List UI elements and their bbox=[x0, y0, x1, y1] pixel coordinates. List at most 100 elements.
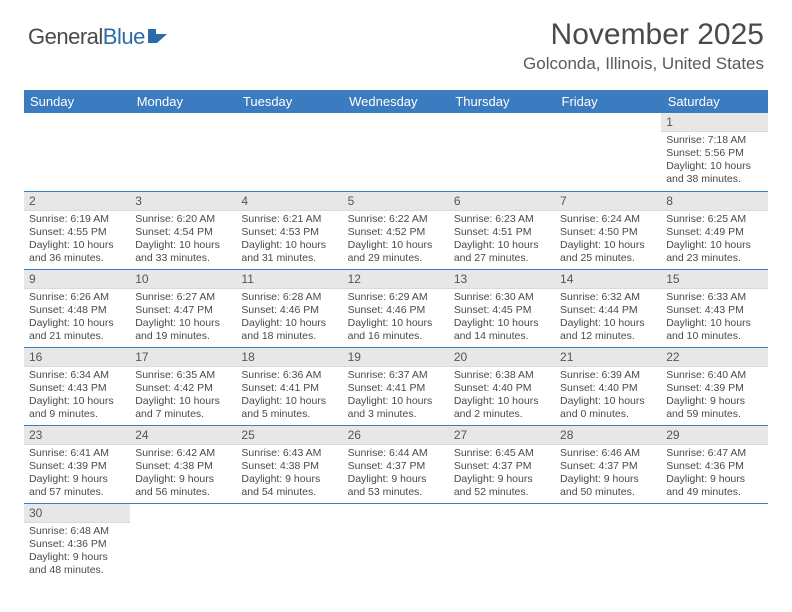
day-number: 2 bbox=[24, 192, 130, 211]
daylight-line: Daylight: 9 hours and 57 minutes. bbox=[29, 473, 125, 499]
daylight-line: Daylight: 9 hours and 56 minutes. bbox=[135, 473, 231, 499]
day-number: 28 bbox=[555, 426, 661, 445]
day-details: Sunrise: 6:22 AMSunset: 4:52 PMDaylight:… bbox=[343, 211, 449, 269]
day-details: Sunrise: 6:33 AMSunset: 4:43 PMDaylight:… bbox=[661, 289, 767, 347]
sunrise-line: Sunrise: 6:26 AM bbox=[29, 291, 125, 304]
calendar-cell: 15Sunrise: 6:33 AMSunset: 4:43 PMDayligh… bbox=[661, 269, 767, 347]
day-number: 15 bbox=[661, 270, 767, 289]
day-number: 19 bbox=[343, 348, 449, 367]
sunset-line: Sunset: 4:38 PM bbox=[135, 460, 231, 473]
sunrise-line: Sunrise: 6:41 AM bbox=[29, 447, 125, 460]
calendar-cell: 24Sunrise: 6:42 AMSunset: 4:38 PMDayligh… bbox=[130, 425, 236, 503]
calendar-cell: 28Sunrise: 6:46 AMSunset: 4:37 PMDayligh… bbox=[555, 425, 661, 503]
calendar-cell: 25Sunrise: 6:43 AMSunset: 4:38 PMDayligh… bbox=[236, 425, 342, 503]
day-details: Sunrise: 6:27 AMSunset: 4:47 PMDaylight:… bbox=[130, 289, 236, 347]
sunset-line: Sunset: 4:42 PM bbox=[135, 382, 231, 395]
day-number: 17 bbox=[130, 348, 236, 367]
daylight-line: Daylight: 10 hours and 29 minutes. bbox=[348, 239, 444, 265]
daylight-line: Daylight: 10 hours and 9 minutes. bbox=[29, 395, 125, 421]
day-number: 25 bbox=[236, 426, 342, 445]
sunset-line: Sunset: 4:41 PM bbox=[241, 382, 337, 395]
calendar-cell: 5Sunrise: 6:22 AMSunset: 4:52 PMDaylight… bbox=[343, 191, 449, 269]
day-number: 21 bbox=[555, 348, 661, 367]
weekday-header: Monday bbox=[130, 90, 236, 113]
calendar-cell: 19Sunrise: 6:37 AMSunset: 4:41 PMDayligh… bbox=[343, 347, 449, 425]
sunrise-line: Sunrise: 6:22 AM bbox=[348, 213, 444, 226]
calendar-cell: 4Sunrise: 6:21 AMSunset: 4:53 PMDaylight… bbox=[236, 191, 342, 269]
weekday-header: Saturday bbox=[661, 90, 767, 113]
sunrise-line: Sunrise: 6:40 AM bbox=[666, 369, 762, 382]
calendar-cell: 17Sunrise: 6:35 AMSunset: 4:42 PMDayligh… bbox=[130, 347, 236, 425]
day-number: 11 bbox=[236, 270, 342, 289]
day-details: Sunrise: 6:24 AMSunset: 4:50 PMDaylight:… bbox=[555, 211, 661, 269]
day-number: 13 bbox=[449, 270, 555, 289]
brand-blue-text: Blue bbox=[103, 24, 145, 49]
day-details: Sunrise: 6:37 AMSunset: 4:41 PMDaylight:… bbox=[343, 367, 449, 425]
sunset-line: Sunset: 4:43 PM bbox=[29, 382, 125, 395]
sunset-line: Sunset: 4:41 PM bbox=[348, 382, 444, 395]
calendar-cell bbox=[449, 503, 555, 581]
day-details: Sunrise: 6:40 AMSunset: 4:39 PMDaylight:… bbox=[661, 367, 767, 425]
sunrise-line: Sunrise: 6:21 AM bbox=[241, 213, 337, 226]
sunset-line: Sunset: 4:50 PM bbox=[560, 226, 656, 239]
calendar-row: 30Sunrise: 6:48 AMSunset: 4:36 PMDayligh… bbox=[24, 503, 768, 581]
daylight-line: Daylight: 10 hours and 0 minutes. bbox=[560, 395, 656, 421]
daylight-line: Daylight: 10 hours and 23 minutes. bbox=[666, 239, 762, 265]
daylight-line: Daylight: 10 hours and 21 minutes. bbox=[29, 317, 125, 343]
day-number: 6 bbox=[449, 192, 555, 211]
calendar-table: SundayMondayTuesdayWednesdayThursdayFrid… bbox=[24, 90, 768, 581]
day-number: 18 bbox=[236, 348, 342, 367]
daylight-line: Daylight: 10 hours and 27 minutes. bbox=[454, 239, 550, 265]
daylight-line: Daylight: 10 hours and 2 minutes. bbox=[454, 395, 550, 421]
day-number: 3 bbox=[130, 192, 236, 211]
daylight-line: Daylight: 10 hours and 33 minutes. bbox=[135, 239, 231, 265]
daylight-line: Daylight: 10 hours and 7 minutes. bbox=[135, 395, 231, 421]
day-details: Sunrise: 6:26 AMSunset: 4:48 PMDaylight:… bbox=[24, 289, 130, 347]
calendar-row: 2Sunrise: 6:19 AMSunset: 4:55 PMDaylight… bbox=[24, 191, 768, 269]
sunset-line: Sunset: 4:44 PM bbox=[560, 304, 656, 317]
sunrise-line: Sunrise: 6:37 AM bbox=[348, 369, 444, 382]
sunset-line: Sunset: 4:51 PM bbox=[454, 226, 550, 239]
sunrise-line: Sunrise: 6:24 AM bbox=[560, 213, 656, 226]
calendar-cell bbox=[24, 113, 130, 191]
day-details: Sunrise: 6:42 AMSunset: 4:38 PMDaylight:… bbox=[130, 445, 236, 503]
calendar-cell: 29Sunrise: 6:47 AMSunset: 4:36 PMDayligh… bbox=[661, 425, 767, 503]
sunset-line: Sunset: 4:40 PM bbox=[560, 382, 656, 395]
sunset-line: Sunset: 4:48 PM bbox=[29, 304, 125, 317]
calendar-cell: 3Sunrise: 6:20 AMSunset: 4:54 PMDaylight… bbox=[130, 191, 236, 269]
sunset-line: Sunset: 4:37 PM bbox=[348, 460, 444, 473]
daylight-line: Daylight: 9 hours and 53 minutes. bbox=[348, 473, 444, 499]
sunset-line: Sunset: 4:39 PM bbox=[29, 460, 125, 473]
calendar-cell: 18Sunrise: 6:36 AMSunset: 4:41 PMDayligh… bbox=[236, 347, 342, 425]
sunset-line: Sunset: 4:54 PM bbox=[135, 226, 231, 239]
day-details: Sunrise: 6:19 AMSunset: 4:55 PMDaylight:… bbox=[24, 211, 130, 269]
flag-icon bbox=[147, 27, 173, 45]
sunrise-line: Sunrise: 6:42 AM bbox=[135, 447, 231, 460]
sunset-line: Sunset: 4:49 PM bbox=[666, 226, 762, 239]
calendar-cell bbox=[130, 113, 236, 191]
calendar-cell: 20Sunrise: 6:38 AMSunset: 4:40 PMDayligh… bbox=[449, 347, 555, 425]
day-number: 12 bbox=[343, 270, 449, 289]
day-number: 26 bbox=[343, 426, 449, 445]
calendar-row: 16Sunrise: 6:34 AMSunset: 4:43 PMDayligh… bbox=[24, 347, 768, 425]
daylight-line: Daylight: 9 hours and 48 minutes. bbox=[29, 551, 125, 577]
calendar-cell bbox=[661, 503, 767, 581]
calendar-cell: 23Sunrise: 6:41 AMSunset: 4:39 PMDayligh… bbox=[24, 425, 130, 503]
daylight-line: Daylight: 10 hours and 10 minutes. bbox=[666, 317, 762, 343]
day-number: 8 bbox=[661, 192, 767, 211]
weekday-header: Sunday bbox=[24, 90, 130, 113]
sunrise-line: Sunrise: 6:43 AM bbox=[241, 447, 337, 460]
daylight-line: Daylight: 9 hours and 59 minutes. bbox=[666, 395, 762, 421]
sunrise-line: Sunrise: 6:30 AM bbox=[454, 291, 550, 304]
day-details: Sunrise: 6:29 AMSunset: 4:46 PMDaylight:… bbox=[343, 289, 449, 347]
sunrise-line: Sunrise: 6:38 AM bbox=[454, 369, 550, 382]
day-details: Sunrise: 6:47 AMSunset: 4:36 PMDaylight:… bbox=[661, 445, 767, 503]
daylight-line: Daylight: 10 hours and 3 minutes. bbox=[348, 395, 444, 421]
day-details: Sunrise: 6:20 AMSunset: 4:54 PMDaylight:… bbox=[130, 211, 236, 269]
sunset-line: Sunset: 4:43 PM bbox=[666, 304, 762, 317]
daylight-line: Daylight: 10 hours and 16 minutes. bbox=[348, 317, 444, 343]
sunrise-line: Sunrise: 6:36 AM bbox=[241, 369, 337, 382]
day-number: 7 bbox=[555, 192, 661, 211]
day-number: 29 bbox=[661, 426, 767, 445]
daylight-line: Daylight: 9 hours and 52 minutes. bbox=[454, 473, 550, 499]
